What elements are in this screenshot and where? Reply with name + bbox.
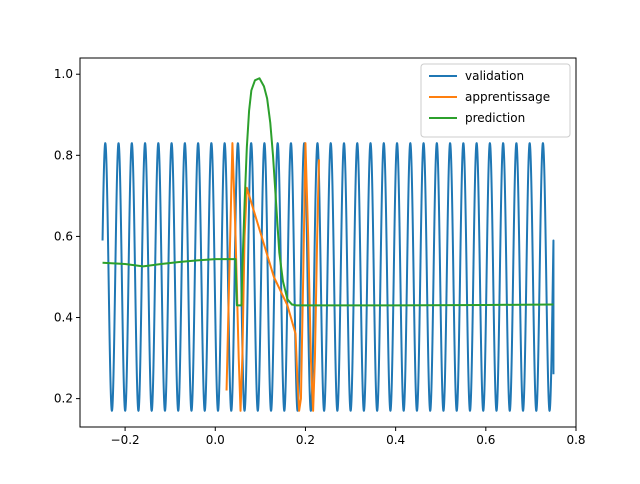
axes-frame	[79, 57, 577, 428]
y-tick-label: 0.4	[54, 311, 73, 325]
y-tick-label: 0.8	[54, 148, 73, 162]
legend-label-apprentissage: apprentissage	[465, 90, 550, 104]
legend: validation apprentissage prediction	[420, 63, 571, 138]
plot-area	[101, 77, 555, 412]
y-tick-label: 1.0	[54, 67, 73, 81]
x-tick-label: 0.8	[566, 433, 585, 447]
series-line-prediction	[102, 77, 554, 307]
y-tick-label: 0.6	[54, 229, 73, 243]
legend-label-validation: validation	[465, 69, 524, 83]
x-tick-label: −0.2	[111, 433, 140, 447]
series-line-apprentissage	[225, 142, 320, 412]
x-tick-label: 0.6	[476, 433, 495, 447]
legend-box	[420, 63, 571, 138]
series-line-validation	[101, 142, 555, 412]
x-tick-label: 0.2	[296, 433, 315, 447]
x-tick-label: 0.0	[206, 433, 225, 447]
axes: −0.2 0.0 0.2 0.4 0.6 0.8 0.2 0.4 0.6 0.8 1.0	[54, 57, 586, 447]
x-tick-label: 0.4	[386, 433, 405, 447]
y-tick-label: 0.2	[54, 392, 73, 406]
legend-label-prediction: prediction	[465, 111, 525, 125]
